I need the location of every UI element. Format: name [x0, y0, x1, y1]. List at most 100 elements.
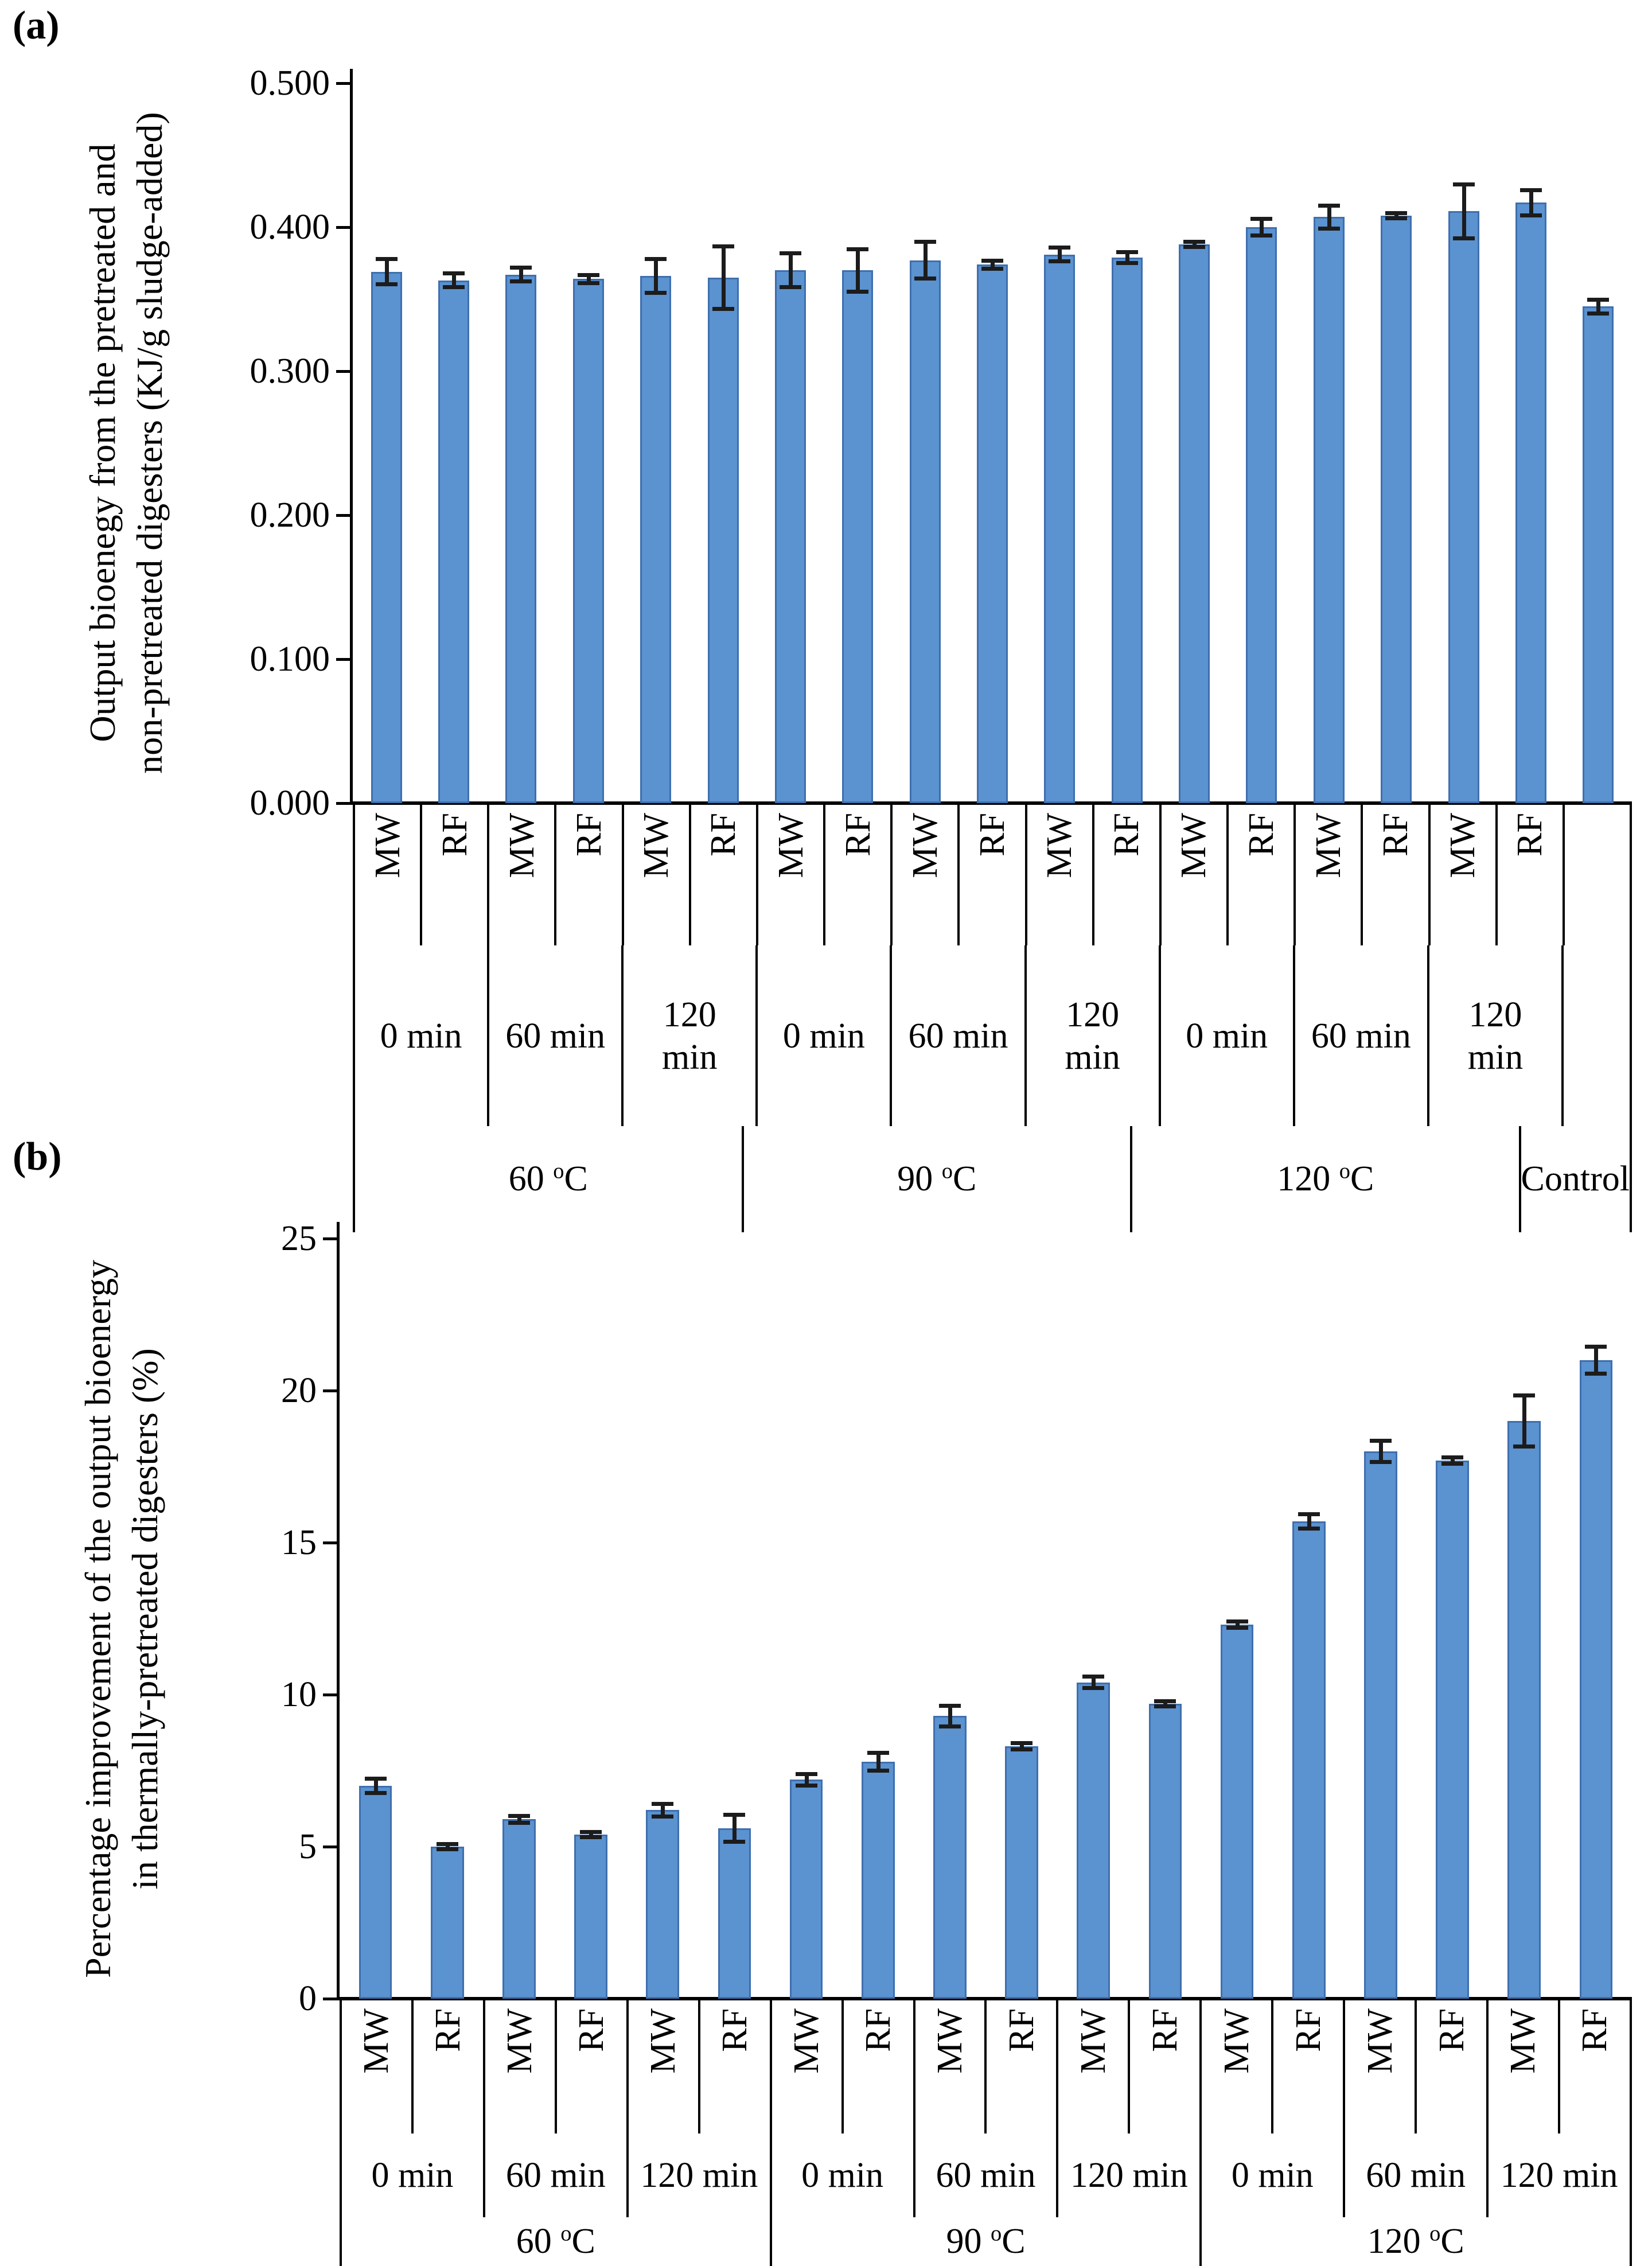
chart-a-time-cell: 60 min	[1295, 945, 1429, 1126]
chart-a-error-bar-cap-top	[1183, 240, 1206, 244]
chart-b-error-bar-cap-bottom	[1011, 1747, 1033, 1752]
chart-b-series-cell: MW	[342, 2000, 414, 2133]
chart-b-time-label: 60 min	[505, 2156, 606, 2195]
chart-b-error-bar-cap-top	[1585, 1345, 1607, 1349]
chart-a-error-bar-cap-top	[1452, 182, 1475, 186]
chart-a-error-bar-cap-bottom	[1183, 245, 1206, 250]
chart-a-error-bar-cap-top	[577, 272, 599, 277]
chart-a-bar	[707, 277, 739, 803]
chart-a-series-label: RF	[838, 813, 878, 856]
chart-a-error-bar	[991, 260, 995, 269]
chart-a-x-axis	[350, 801, 1632, 805]
chart-a-error-bar	[586, 274, 591, 283]
chart-a-series-label: MW	[368, 813, 407, 878]
chart-a-series-label: MW	[1040, 813, 1080, 878]
chart-a-series-label: MW	[502, 813, 541, 878]
chart-b-error-bar	[1020, 1742, 1024, 1750]
chart-a-error-bar	[1327, 205, 1331, 229]
chart-a-series-label: MW	[905, 813, 945, 878]
chart-b-bar	[1220, 1625, 1254, 1999]
chart-b-time-label: 0 min	[801, 2156, 884, 2195]
chart-a-bar	[909, 260, 941, 803]
chart-b-error-bar	[876, 1752, 880, 1771]
chart-b-time-label: 120 min	[1070, 2156, 1188, 2195]
chart-a-error-bar-cap-top	[510, 266, 532, 270]
chart-b-y-tick-label: 5	[299, 1827, 317, 1866]
chart-b-time-label: 60 min	[936, 2156, 1036, 2195]
chart-b-error-bar-cap-bottom	[364, 1791, 387, 1796]
chart-b-series-cell: RF	[414, 2000, 485, 2133]
chart-b-y-tick	[323, 1693, 337, 1696]
chart-a-error-bar	[1125, 251, 1129, 263]
chart-b-series-cell: MW	[485, 2000, 557, 2133]
chart-b-error-bar	[1522, 1395, 1527, 1447]
chart-b-error-bar-cap-top	[1154, 1699, 1176, 1703]
chart-a-time-label: min	[1065, 1037, 1120, 1077]
chart-a-time-label: 120	[1066, 995, 1120, 1034]
chart-a-y-tick-label: 0.000	[250, 784, 330, 823]
chart-a-error-bar-cap-bottom	[375, 282, 398, 287]
chart-b-error-bar	[804, 1773, 809, 1786]
chart-b-series-cell: RF	[557, 2000, 629, 2133]
chart-a-series-label: MW	[1443, 813, 1483, 878]
chart-b-temp-cell: 120 oC	[1202, 2217, 1632, 2266]
chart-a-series-label: RF	[972, 813, 1012, 856]
chart-a-series-cell: RF	[691, 805, 758, 945]
chart-b-series-cell: RF	[1560, 2000, 1632, 2133]
chart-b-error-bar	[445, 1843, 450, 1850]
chart-b-error-bar-cap-top	[1226, 1619, 1248, 1623]
chart-a-error-bar-cap-top	[1385, 211, 1408, 215]
chart-a-bar	[1111, 257, 1143, 803]
chart-b-bar	[1292, 1521, 1326, 1999]
chart-a-error-bar-cap-bottom	[712, 307, 734, 312]
chart-a-error-bar-cap-bottom	[1385, 216, 1408, 220]
chart-b-time-label: 120 min	[1500, 2156, 1618, 2195]
chart-a-error-bar	[1058, 247, 1062, 262]
chart-a-time-cell: 120 min	[1027, 945, 1161, 1126]
chart-b-error-bar-cap-bottom	[723, 1840, 746, 1844]
chart-a-error-bar-cap-top	[779, 251, 801, 256]
chart-b-bar	[1077, 1682, 1111, 1999]
chart-b-y-tick	[323, 1541, 337, 1544]
chart-a-bar	[438, 280, 470, 803]
chart-a-error-bar-cap-bottom	[1587, 311, 1610, 316]
chart-a-error-bar	[1596, 299, 1601, 314]
chart-a-series-cell: MW	[624, 805, 691, 945]
chart-b-bar	[1364, 1451, 1397, 1999]
chart-b-time-cell: 120 min	[1058, 2133, 1202, 2217]
chart-b-error-bar-cap-bottom	[436, 1847, 458, 1852]
chart-b-series-label: RF	[715, 2008, 755, 2052]
chart-a-error-bar-cap-top	[1250, 216, 1273, 221]
chart-b-y-tick-label: 0	[299, 1979, 317, 2018]
chart-a-error-bar-cap-bottom	[779, 285, 801, 290]
chart-b-error-bar-cap-bottom	[1082, 1686, 1105, 1691]
chart-a-series-label: RF	[704, 813, 743, 856]
chart-b-series-label: RF	[1575, 2008, 1615, 2052]
chart-b-y-tick-label: 15	[281, 1523, 317, 1562]
chart-b-error-bar-cap-bottom	[580, 1835, 602, 1840]
chart-a-time-label: 120	[663, 995, 716, 1034]
chart-b-y-axis-title-line2: in thermally-pretreated digesters (%)	[124, 1348, 165, 1890]
chart-a-time-cell: 0 min	[758, 945, 893, 1126]
chart-b-time-label-row: 0 min 60 min 120 min 0 min 60 min 120 min 0 mi…	[340, 2133, 1632, 2217]
chart-b-error-bar-cap-bottom	[508, 1820, 530, 1825]
chart-b-error-bar-cap-top	[867, 1750, 889, 1755]
chart-a-bar	[1515, 203, 1546, 803]
chart-b-series-cell: MW	[1058, 2000, 1131, 2133]
chart-a-error-bar-cap-bottom	[1250, 233, 1273, 238]
chart-a-time-label: 0 min	[1186, 1016, 1268, 1056]
chart-a-error-bar-cap-top	[981, 258, 1003, 263]
chart-a-series-cell: MW	[1162, 805, 1229, 945]
chart-a-series-cell: MW	[758, 805, 826, 945]
chart-b-error-bar	[1378, 1440, 1383, 1462]
chart-a-series-cell: RF	[1363, 805, 1431, 945]
chart-a-error-bar	[1394, 212, 1399, 219]
chart-a-error-bar-cap-top	[1116, 250, 1138, 254]
chart-a-bar	[774, 270, 806, 803]
chart-b-time-cell: 60 min	[485, 2133, 629, 2217]
chart-a-category-axis: MW RF MW RF MW RF MW RF MW RF MW RF MW RF MW RF MW RF 0 mi…	[353, 805, 1632, 1232]
chart-a-error-bar	[856, 248, 860, 292]
chart-b-series-label: MW	[787, 2008, 827, 2074]
chart-a-bar	[1179, 244, 1210, 803]
chart-a-bar	[1246, 227, 1277, 803]
